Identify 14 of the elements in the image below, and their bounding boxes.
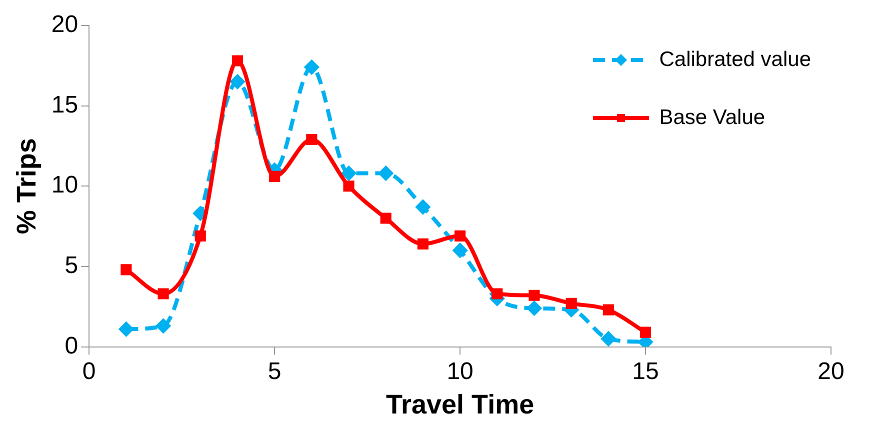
y-tick-label: 20 [51, 11, 78, 38]
x-tick-label: 15 [632, 358, 659, 385]
x-tick-label: 0 [82, 358, 96, 385]
y-tick-label: 10 [51, 172, 78, 199]
x-tick-label: 5 [268, 358, 282, 385]
legend-label: Calibrated value [659, 48, 811, 72]
x-tick-label: 20 [818, 358, 844, 385]
x-axis-title: Travel Time [386, 389, 534, 420]
y-tick-label: 5 [64, 252, 78, 280]
legend-label: Base Value [659, 106, 766, 130]
y-tick-label: 0 [64, 332, 78, 360]
y-tick-label: 15 [51, 91, 78, 118]
y-axis-title: % Trips [12, 138, 42, 234]
x-tick-label: 10 [446, 358, 474, 385]
